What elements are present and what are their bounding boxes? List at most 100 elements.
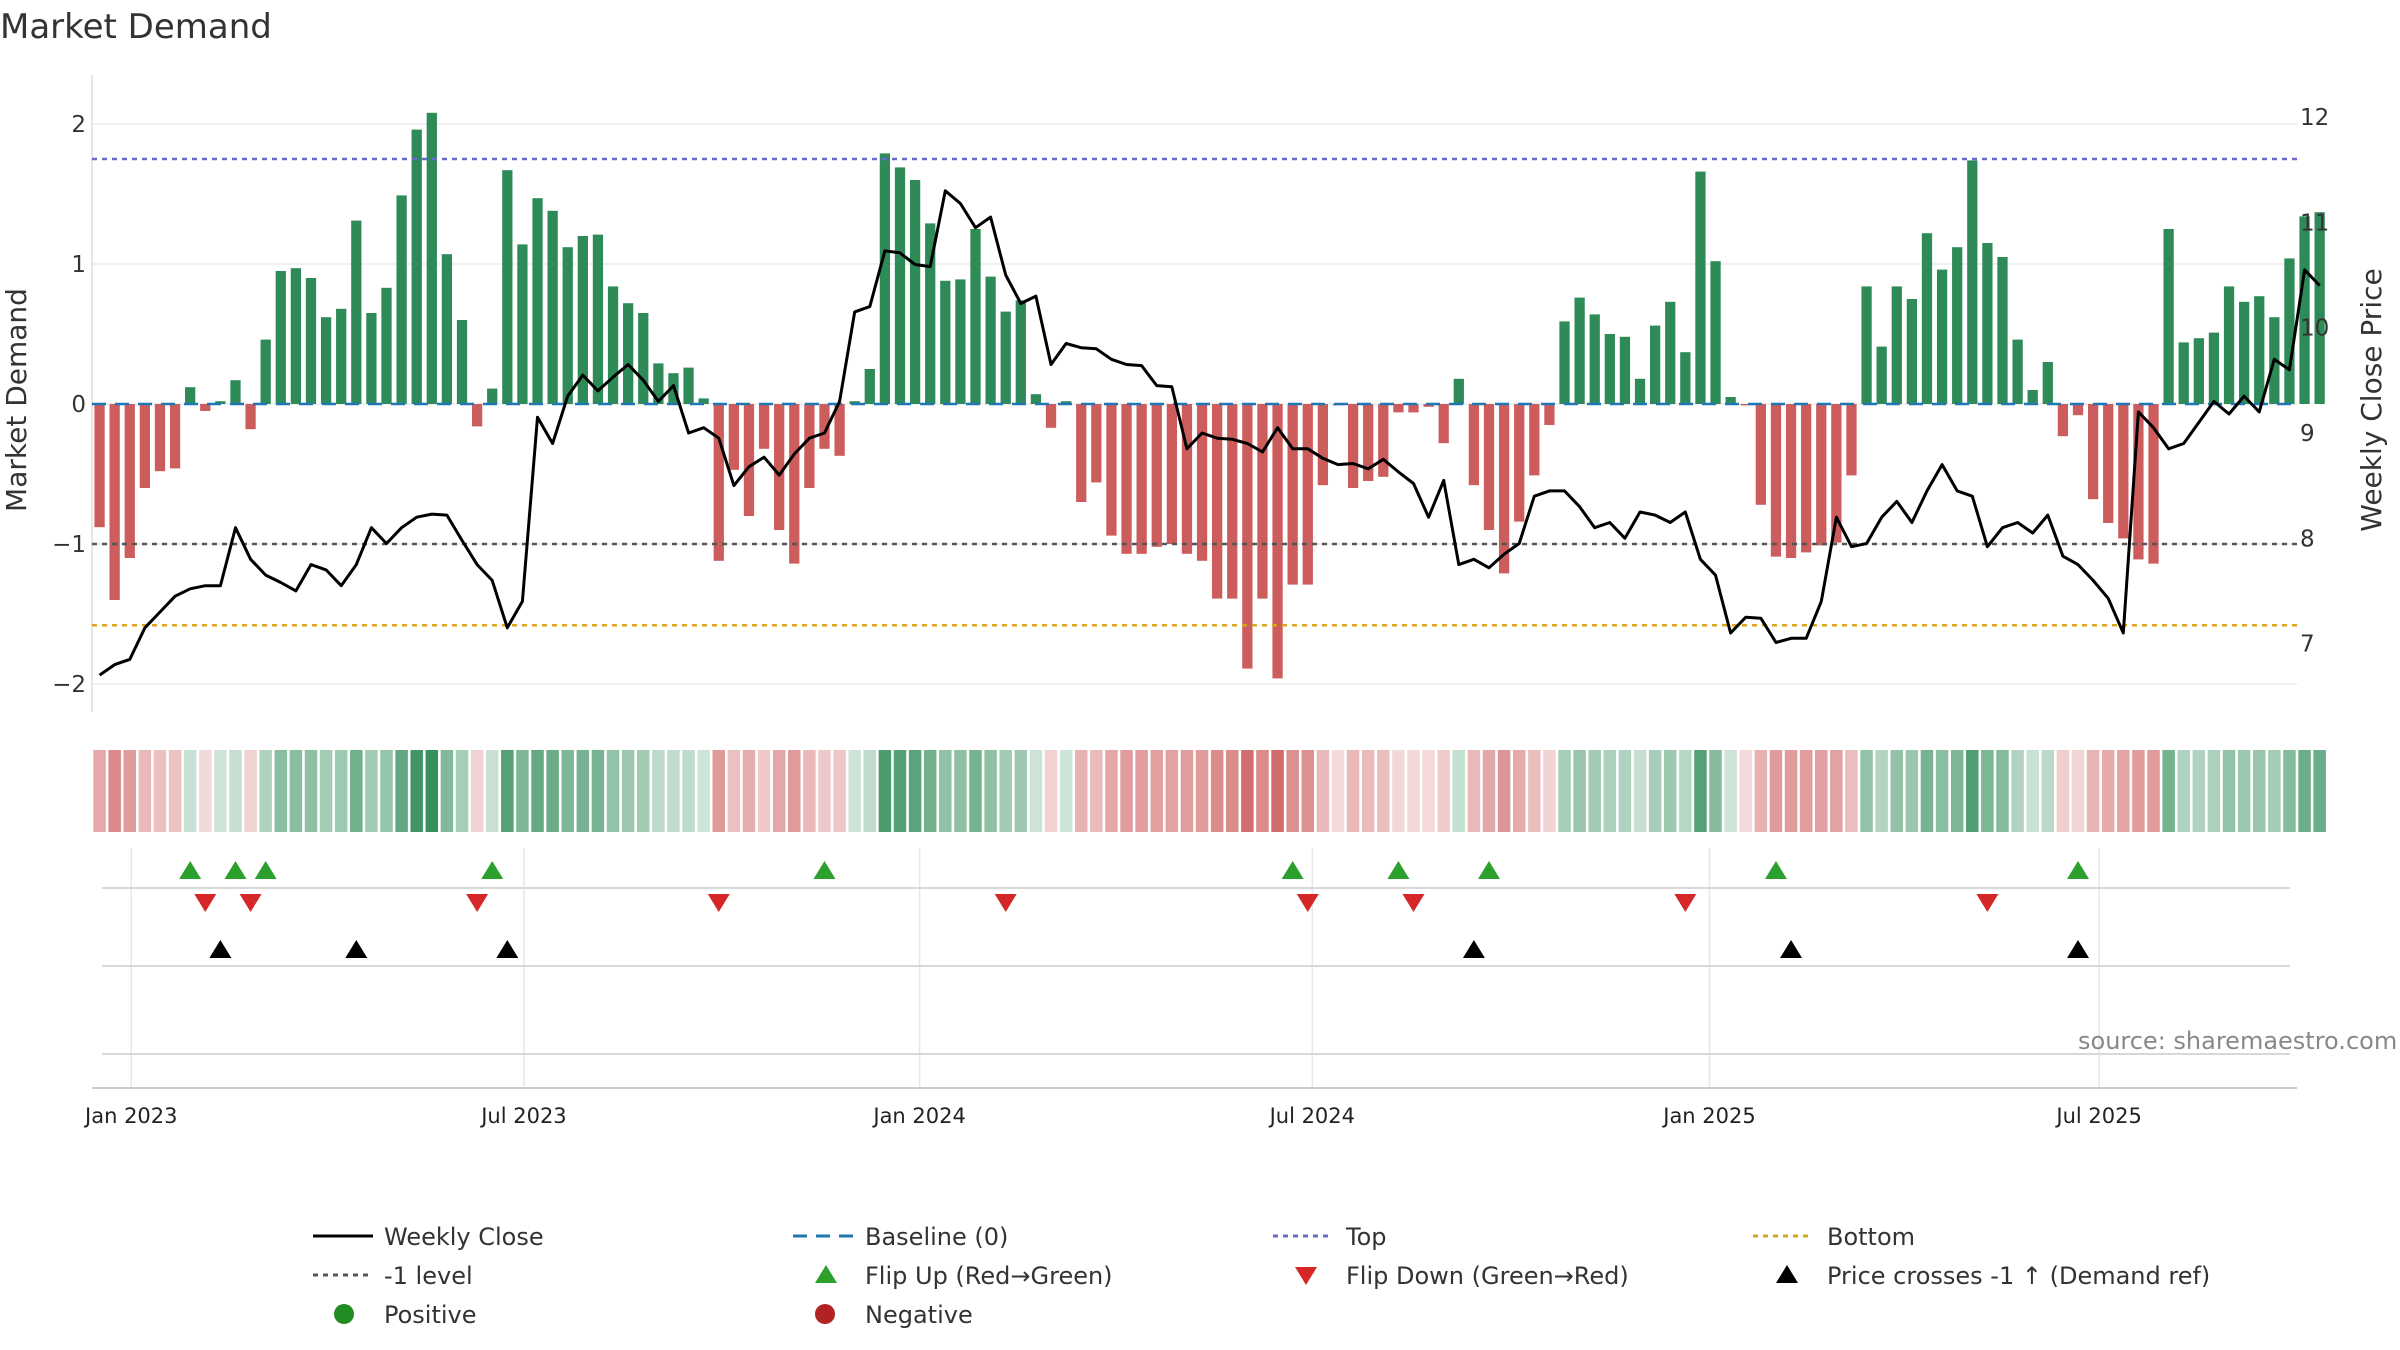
demand-bar bbox=[169, 404, 181, 469]
heat-cell bbox=[168, 750, 182, 832]
heat-cell bbox=[1739, 750, 1753, 832]
heat-cell bbox=[2026, 750, 2039, 832]
demand-bar bbox=[683, 367, 694, 404]
chart-title: Market Demand bbox=[0, 7, 272, 47]
heat-cell bbox=[878, 750, 892, 832]
demand-bar bbox=[638, 313, 649, 404]
demand-bar bbox=[1212, 404, 1223, 599]
heat-cell bbox=[863, 750, 877, 832]
heat-cell bbox=[1845, 750, 1858, 832]
flip-up-marker bbox=[179, 861, 202, 879]
demand-bar bbox=[1483, 404, 1495, 530]
demand-bar bbox=[1665, 301, 1676, 404]
demand-bar bbox=[1121, 404, 1132, 554]
x-tick-label: Jan 2023 bbox=[83, 1104, 178, 1128]
heat-cell bbox=[2207, 750, 2221, 832]
heat-cell bbox=[908, 750, 922, 832]
heat-cell bbox=[1875, 750, 1888, 832]
y-tick-label: 1 bbox=[71, 252, 86, 278]
heat-cell bbox=[1331, 750, 1345, 832]
demand-bar bbox=[743, 404, 755, 516]
heat-cell bbox=[138, 750, 152, 832]
heat-cell bbox=[1074, 750, 1088, 832]
flip-up-marker bbox=[813, 861, 836, 879]
heat-cell bbox=[576, 750, 590, 832]
heat-cell bbox=[697, 750, 710, 832]
flip-down-marker bbox=[1674, 894, 1697, 912]
demand-bar bbox=[547, 210, 558, 404]
demand-bar bbox=[1378, 404, 1389, 477]
demand-bar bbox=[2314, 212, 2325, 404]
demand-bar bbox=[849, 401, 860, 404]
demand-bar bbox=[502, 170, 513, 404]
demand-bar bbox=[1136, 404, 1147, 554]
heat-cell bbox=[1966, 750, 1979, 832]
demand-bar bbox=[1257, 404, 1268, 599]
demand-bar bbox=[275, 271, 286, 404]
y-tick-label: −2 bbox=[52, 672, 86, 698]
demand-bar bbox=[2254, 296, 2265, 404]
heat-cell bbox=[1014, 750, 1028, 832]
demand-bar bbox=[577, 236, 588, 404]
heat-cell bbox=[999, 750, 1012, 832]
demand-bar bbox=[2223, 286, 2235, 404]
x-tick-label: Jan 2025 bbox=[1661, 1104, 1756, 1128]
demand-bar bbox=[1060, 401, 1072, 404]
demand-bar bbox=[1196, 404, 1208, 561]
flip-down-marker bbox=[994, 894, 1017, 912]
demand-bar bbox=[2178, 342, 2189, 404]
demand-bar bbox=[1438, 404, 1449, 444]
heat-cell bbox=[712, 750, 726, 832]
heat-cell bbox=[350, 750, 363, 832]
demand-bar bbox=[1468, 404, 1480, 486]
legend-minus1-label: -1 level bbox=[384, 1262, 473, 1290]
demand-bar bbox=[1952, 247, 1963, 404]
heat-cell bbox=[1573, 750, 1586, 832]
heat-cell bbox=[2192, 750, 2206, 832]
demand-bar bbox=[1785, 404, 1797, 558]
x-tick-label: Jan 2024 bbox=[871, 1104, 966, 1128]
heat-cell bbox=[2237, 750, 2251, 832]
demand-bar bbox=[2148, 404, 2159, 564]
demand-bar bbox=[1363, 404, 1374, 481]
demand-bar bbox=[200, 404, 211, 411]
demand-bar bbox=[819, 404, 830, 449]
heat-cell bbox=[289, 750, 303, 832]
cross-up-marker bbox=[1780, 940, 1803, 958]
legend: Weekly Close Baseline (0) Top Bottom -1 … bbox=[313, 1223, 2210, 1329]
demand-bar bbox=[290, 268, 302, 404]
grid-layer bbox=[92, 123, 2297, 1088]
heat-cell bbox=[199, 750, 212, 832]
demand-bar bbox=[713, 404, 724, 561]
heat-cell bbox=[1105, 750, 1118, 832]
flip-down-marker bbox=[1402, 894, 1425, 912]
heat-cell bbox=[1377, 750, 1390, 832]
y-tick-label: 0 bbox=[71, 392, 86, 418]
heat-cell bbox=[455, 750, 469, 832]
demand-bar bbox=[562, 247, 573, 404]
flip-up-marker bbox=[1478, 861, 1501, 879]
demand-bar bbox=[1740, 404, 1751, 406]
demand-bar bbox=[1302, 404, 1313, 585]
heat-cell bbox=[561, 750, 574, 832]
heat-cell bbox=[1361, 750, 1375, 832]
demand-bar bbox=[366, 313, 377, 404]
y2-tick-label: 9 bbox=[2300, 421, 2315, 447]
demand-bar bbox=[698, 398, 709, 404]
x-tick-label: Jul 2023 bbox=[479, 1104, 566, 1128]
demand-bar bbox=[94, 404, 105, 528]
heat-cell bbox=[682, 750, 695, 832]
heat-cell bbox=[2283, 750, 2296, 832]
heat-cell bbox=[1271, 750, 1284, 832]
heat-cell bbox=[667, 750, 680, 832]
y-tick-label: −1 bbox=[52, 532, 86, 558]
heat-cell bbox=[2056, 750, 2070, 832]
heat-cell bbox=[1029, 750, 1043, 832]
heat-cell bbox=[501, 750, 514, 832]
demand-bar bbox=[1982, 243, 1993, 404]
heat-cell bbox=[1950, 750, 1964, 832]
heat-cell bbox=[259, 750, 272, 832]
heat-cell bbox=[727, 750, 741, 832]
y2-tick-label: 10 bbox=[2300, 316, 2329, 342]
